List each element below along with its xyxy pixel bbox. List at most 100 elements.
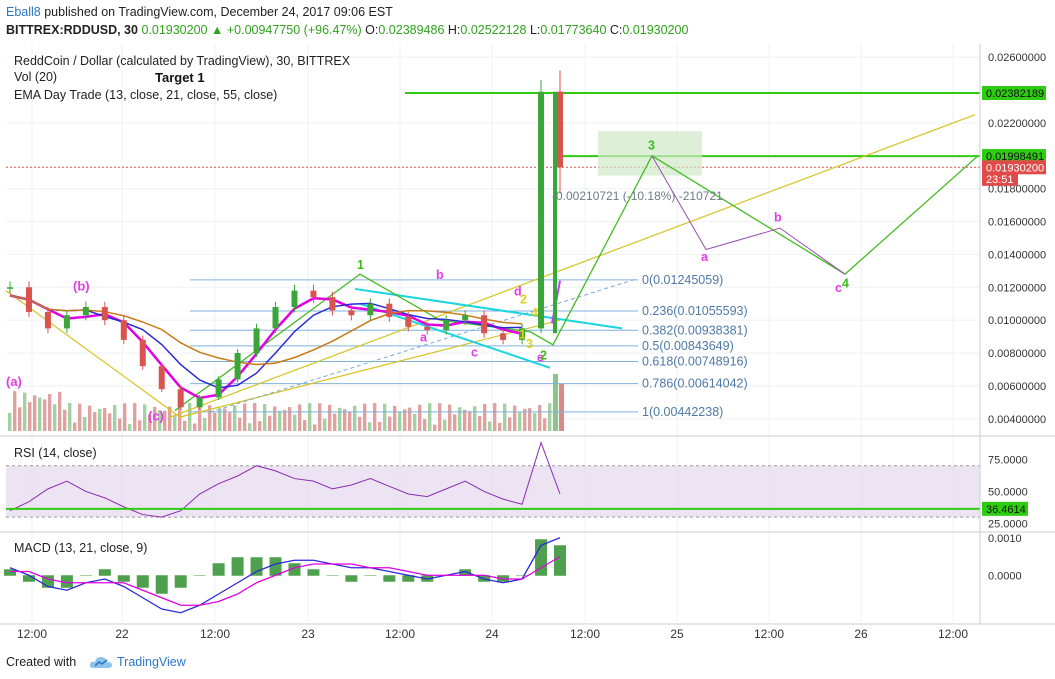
purple-abc-path	[651, 155, 846, 275]
candle-body	[500, 333, 507, 340]
volume-bar	[268, 415, 272, 431]
wave-label: a	[701, 250, 709, 264]
created-with: Created with	[6, 655, 77, 669]
author-link[interactable]: Eball8	[6, 5, 41, 19]
volume-bar	[559, 384, 564, 431]
candle-body	[348, 310, 355, 316]
wave-label: (b)	[73, 279, 90, 294]
wave-label: a	[420, 331, 428, 345]
volume-bar	[213, 412, 217, 431]
macd-histogram-bar	[250, 557, 263, 576]
macd-histogram-bar	[554, 545, 566, 576]
macd-pane: 0.0010 0.0000	[4, 533, 1022, 614]
price-chart-svg[interactable]: 0(0.01245059) 0.236(0.01055593) 0.382(0.00…	[0, 44, 1055, 650]
up-arrow-icon: ▲	[210, 23, 224, 37]
volume-bar	[428, 403, 432, 431]
candle-body	[196, 397, 203, 408]
fib-level-label: 0(0.01245059)	[642, 273, 723, 287]
volume-bar	[158, 410, 162, 431]
x-tick-label: 12:00	[17, 627, 47, 641]
y-tick-label: 0.00800000	[988, 348, 1046, 360]
candle-body	[63, 315, 70, 329]
volume-bar	[93, 412, 97, 431]
candle-body	[82, 307, 89, 316]
wave-label: b	[436, 268, 444, 282]
macd-histogram-bar	[364, 575, 377, 576]
macd-histogram-bar	[402, 575, 415, 582]
volume-bar	[238, 417, 242, 431]
volume-bar	[468, 411, 472, 431]
macd-histogram-bar	[4, 569, 16, 576]
volume-bar	[223, 408, 227, 431]
symbol: BITTREX:RDDUSD, 30	[6, 23, 138, 37]
volume-bar	[28, 402, 32, 431]
volume-bar	[98, 408, 102, 431]
green-wave-path	[174, 154, 979, 412]
volume-bar	[128, 424, 132, 431]
volume-bar	[203, 417, 207, 431]
macd-histogram-bar	[136, 575, 149, 588]
candle-body	[139, 339, 146, 367]
volume-bar	[153, 406, 157, 431]
macd-histogram-bar	[307, 569, 320, 576]
candle-body	[44, 311, 51, 329]
x-tick-label: 23	[301, 627, 315, 641]
volume-bar	[353, 405, 357, 431]
yellow-trendline	[5, 290, 181, 418]
volume-bar	[143, 404, 147, 431]
y-tick-label: 0.01800000	[988, 184, 1046, 196]
volume-bar	[313, 424, 317, 431]
wave-label: b	[774, 211, 782, 225]
volume-bar	[198, 403, 202, 431]
volume-bar	[303, 419, 307, 431]
wave-label: 1	[519, 327, 526, 341]
vol-legend: Vol (20)	[14, 70, 57, 84]
volume-bar	[493, 403, 497, 431]
tradingview-link[interactable]: TradingView	[117, 655, 186, 669]
volume-bar	[63, 409, 67, 431]
volume-bar	[18, 407, 22, 431]
volume-bar	[298, 404, 302, 431]
candles	[7, 70, 563, 410]
volume-bar	[293, 414, 297, 431]
y-tick-label: 0.01000000	[988, 315, 1046, 327]
wave-label: 4	[842, 276, 849, 290]
volume-bar	[378, 422, 382, 431]
price-axis-badge	[982, 160, 1046, 175]
candle-body	[291, 290, 298, 308]
candle-body	[234, 353, 241, 380]
volume-bar	[458, 407, 462, 431]
target-zone	[598, 131, 702, 176]
macd-histogram-bar	[383, 575, 396, 582]
volume-bar	[148, 414, 152, 431]
fib-level-label: 0.618(0.00748916)	[642, 354, 748, 368]
volume-bar	[363, 403, 367, 431]
volume-bar	[13, 391, 17, 431]
candle-body	[158, 366, 165, 390]
dashed-trendline	[209, 278, 637, 413]
macd-histogram-bar	[269, 557, 282, 576]
rsi-current-badge	[982, 501, 1028, 516]
chart-area[interactable]: 0(0.01245059) 0.236(0.01055593) 0.382(0.00…	[0, 44, 1055, 650]
yellow-trendline	[169, 114, 976, 418]
x-tick-label: 26	[854, 627, 868, 641]
macd-histogram-bar	[22, 575, 35, 582]
axes: 12:00 22 12:00 23 12:00 24 12:00 25 12:00 26 12:00…	[0, 44, 1055, 641]
wave-label: d	[514, 285, 522, 299]
drawings	[5, 92, 980, 418]
volume-bar	[188, 403, 192, 431]
candle-body	[481, 315, 488, 334]
volume-bar	[318, 403, 322, 431]
price-change: +0.00947750 (+96.47%)	[226, 23, 362, 37]
open-value: 0.02389486	[378, 23, 445, 37]
macd-histogram-bar	[459, 569, 472, 576]
x-tick-label: 12:00	[200, 627, 230, 641]
macd-histogram-bar	[231, 557, 244, 576]
wave-label: 4	[531, 306, 538, 320]
volume-bar	[323, 418, 327, 431]
low-value: 0.01773640	[540, 23, 607, 37]
volume-bar	[438, 403, 442, 431]
y-tick-label: 0.01600000	[988, 217, 1046, 229]
volume-bar	[328, 404, 332, 431]
